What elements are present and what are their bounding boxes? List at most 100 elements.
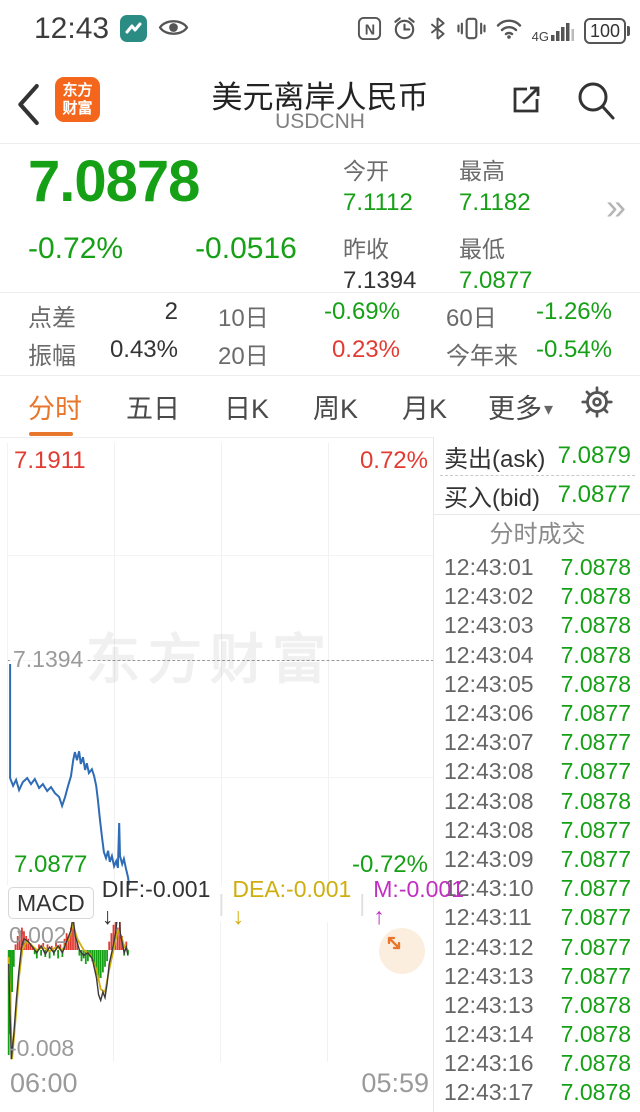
quote-field-label: 最高 <box>459 158 505 184</box>
tab-周K[interactable]: 周K <box>313 394 359 424</box>
tick-price: 7.0877 <box>560 962 631 989</box>
tick-row: 12:43:04 7.0878 <box>434 641 640 670</box>
tick-price: 7.0878 <box>560 670 631 697</box>
divider <box>0 292 640 293</box>
tick-price: 7.0878 <box>560 641 631 668</box>
expand-chart-button[interactable] <box>379 928 425 974</box>
tick-time: 12:43:09 <box>444 845 534 872</box>
tick-price: 7.0878 <box>560 1079 631 1106</box>
stat-label: 点差 <box>28 304 76 332</box>
stat-cell: 今年来 -0.54% <box>446 336 612 371</box>
tick-price: 7.0877 <box>560 700 631 727</box>
time-axis: 06:00 05:59 <box>0 1066 433 1106</box>
quote-field-value: 7.0877 <box>459 267 533 294</box>
tick-row: 12:43:14 7.0878 <box>434 1020 640 1049</box>
tick-row: 12:43:03 7.0878 <box>434 611 640 640</box>
stat-value: 0.43% <box>109 335 178 363</box>
up-arrow-icon: ↑ <box>373 903 385 929</box>
status-time: 12:43 <box>34 12 110 45</box>
tick-time: 12:43:01 <box>444 554 534 581</box>
tick-row: 12:43:05 7.0878 <box>434 670 640 699</box>
tick-time: 12:43:13 <box>444 962 534 989</box>
tick-row: 12:43:17 7.0878 <box>434 1078 640 1107</box>
ask-row[interactable]: 卖出(ask) 7.0879 <box>434 437 640 475</box>
settings-gear-icon[interactable] <box>578 383 616 426</box>
change-percent: -0.72% <box>28 232 124 265</box>
tick-row: 12:43:10 7.0877 <box>434 874 640 903</box>
gridline <box>328 443 329 885</box>
tick-price: 7.0877 <box>560 845 631 872</box>
tick-list[interactable]: 12:43:01 7.0878 12:43:02 7.0878 12:43:03 7.08… <box>434 553 640 1108</box>
tick-row: 12:43:07 7.0877 <box>434 728 640 757</box>
quote-field-value: 7.1182 <box>459 189 531 216</box>
stat-value: 2 <box>164 297 178 325</box>
tick-time: 12:43:12 <box>444 933 534 960</box>
stat-cell: 20日 0.23% <box>218 336 400 371</box>
bid-row[interactable]: 买入(bid) 7.0877 <box>434 476 640 514</box>
alarm-icon <box>391 15 418 47</box>
macd-indicator-button[interactable]: MACD ▾ <box>8 887 94 943</box>
tick-time: 12:43:14 <box>444 1021 534 1048</box>
order-book-panel: 卖出(ask) 7.0879 买入(bid) 7.0877 分时成交 12:43… <box>433 437 640 1112</box>
tab-more[interactable]: 更多 ▾ <box>488 387 553 426</box>
quote-field-value: 7.1394 <box>343 267 417 294</box>
gridline <box>221 443 222 885</box>
bid-price: 7.0877 <box>557 481 631 508</box>
quote-field-label: 昨收 <box>343 236 389 262</box>
tick-row: 12:43:06 7.0877 <box>434 699 640 728</box>
more-stats-chevron-icon[interactable]: » <box>606 186 627 227</box>
price-line-svg <box>9 664 130 885</box>
back-button[interactable] <box>14 82 41 132</box>
active-tab-underline <box>29 432 73 436</box>
tick-price: 7.0878 <box>560 554 631 581</box>
search-button[interactable] <box>574 78 618 129</box>
tab-日K[interactable]: 日K <box>224 394 270 424</box>
share-button[interactable] <box>506 80 546 125</box>
nfc-icon: N <box>357 16 382 46</box>
stat-cell: 振幅 0.43% <box>28 336 178 371</box>
tick-row: 12:43:01 7.0878 <box>434 553 640 582</box>
logo-text-line1: 东方 <box>62 82 93 100</box>
dif-value: DIF:-0.001 ↓ <box>101 876 211 929</box>
quote-field-value: 7.1112 <box>343 189 413 216</box>
stats-row: 点差 2 10日 -0.69% 60日 -1.26% <box>0 296 640 334</box>
tick-row: 12:43:16 7.0878 <box>434 1049 640 1078</box>
tick-price: 7.0877 <box>560 875 631 902</box>
tick-price: 7.0877 <box>560 729 631 756</box>
tick-time: 12:43:04 <box>444 641 534 668</box>
stat-value: -0.54% <box>535 335 612 363</box>
stats-block: 点差 2 10日 -0.69% 60日 -1.26% 振幅 0.43% 20日 0.23% 今年来 -… <box>0 296 640 372</box>
stat-cell: 60日 -1.26% <box>446 298 612 333</box>
eastmoney-logo[interactable]: 东方 财富 <box>55 77 100 122</box>
bluetooth-icon <box>427 15 448 47</box>
quote-field-label: 今开 <box>343 158 389 184</box>
separator: | <box>359 889 366 916</box>
tick-time: 12:43:07 <box>444 729 534 756</box>
tab-bar-items: 分时 五日 日K 周K 月K <box>28 387 447 436</box>
tick-row: 12:43:12 7.0877 <box>434 932 640 961</box>
stat-value: -0.69% <box>323 297 400 325</box>
tick-price: 7.0877 <box>560 904 631 931</box>
price-line <box>9 664 130 885</box>
tab-分时[interactable]: 分时 <box>28 387 82 436</box>
tick-price: 7.0878 <box>560 1021 631 1048</box>
separator <box>434 514 640 515</box>
tab-bar: 分时 五日 日K 周K 月K 更多 ▾ <box>0 377 640 437</box>
gridline <box>220 922 221 1062</box>
tab-more-label: 更多 <box>488 394 542 424</box>
chevron-down-icon: ▾ <box>544 399 554 419</box>
tick-time: 12:43:13 <box>444 991 534 1018</box>
stat-value: 0.23% <box>331 335 400 363</box>
macd-chart[interactable]: 0.002 -0.008 <box>7 922 433 1062</box>
stat-label: 振幅 <box>28 342 76 370</box>
tick-row: 12:43:13 7.0878 <box>434 991 640 1020</box>
tick-price: 7.0878 <box>560 787 631 814</box>
prev-close-dashed-line <box>8 660 434 661</box>
network-type-label: 4G <box>531 29 549 44</box>
tab-五日[interactable]: 五日 <box>126 394 180 424</box>
tick-price: 7.0877 <box>560 933 631 960</box>
ask-label: 卖出(ask) <box>444 445 546 473</box>
tab-月K[interactable]: 月K <box>402 394 448 424</box>
intraday-price-chart[interactable]: 东方财富 7.1394 7.1911 0.72% 7.0877 -0.72% <box>7 443 434 885</box>
